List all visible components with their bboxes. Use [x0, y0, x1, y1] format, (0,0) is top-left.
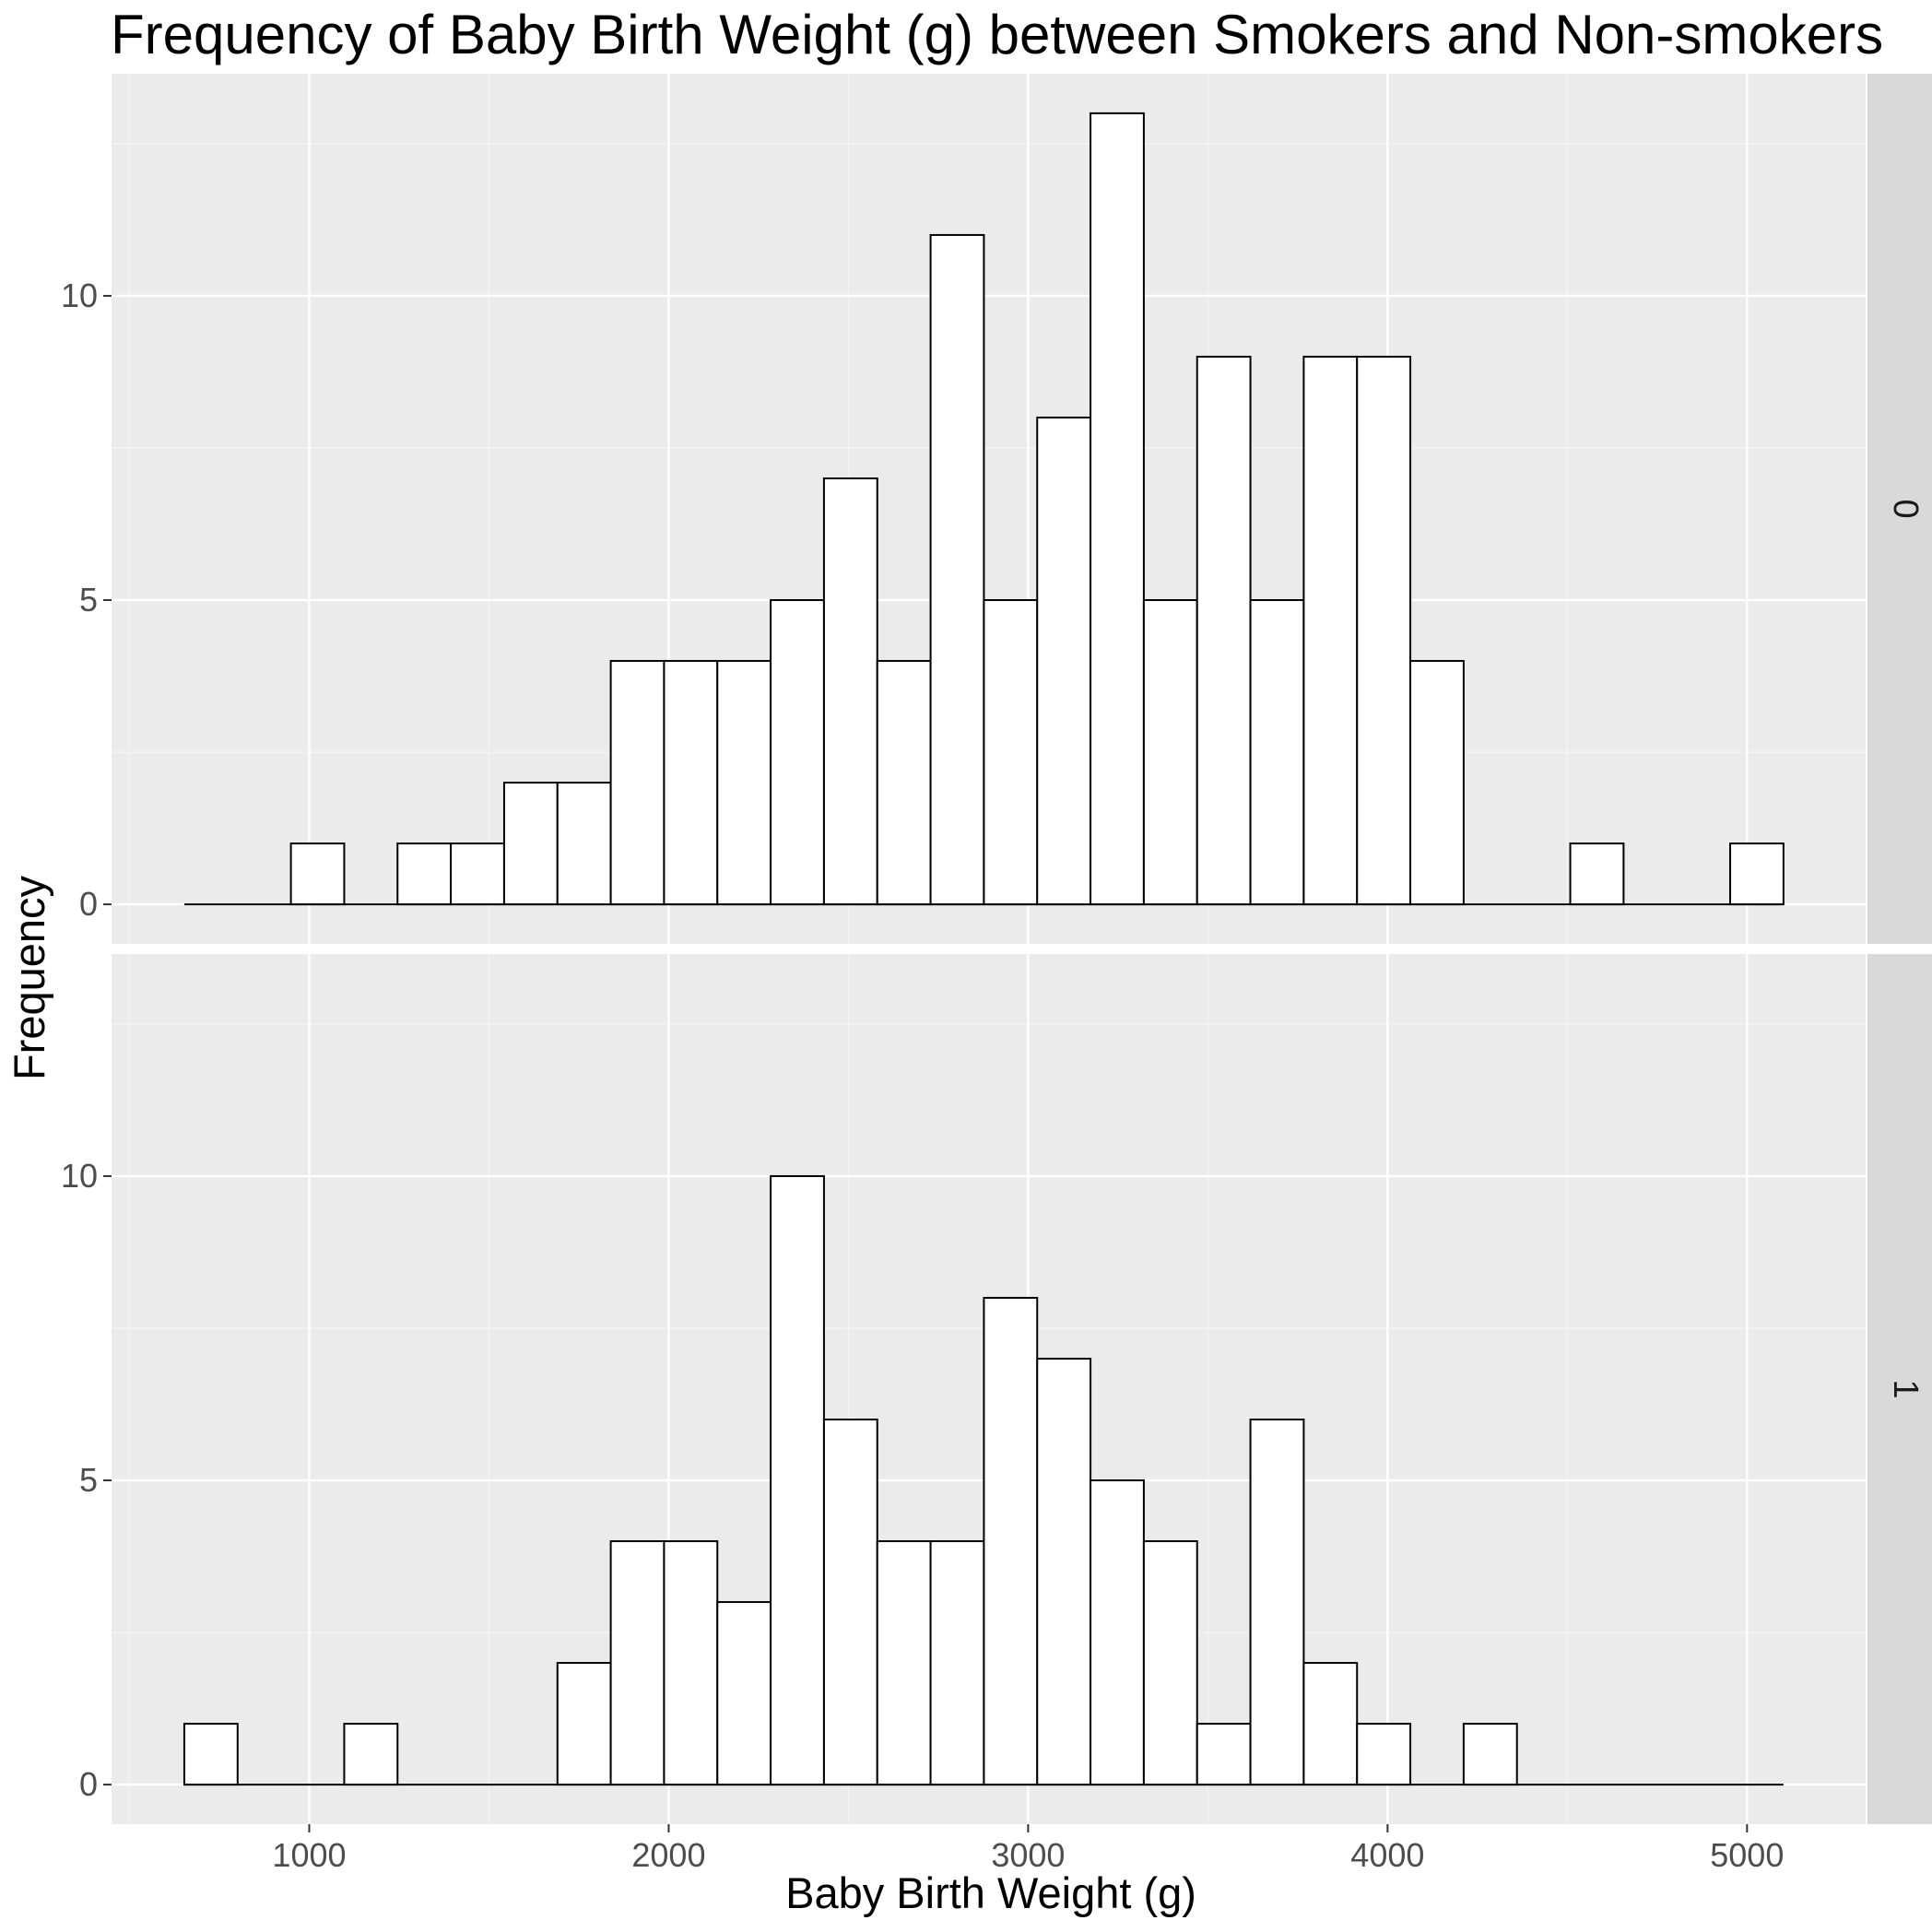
histogram-bar: [1090, 1479, 1145, 1786]
chart-title: Frequency of Baby Birth Weight (g) betwe…: [111, 4, 1883, 65]
facet-panel-0: 0 5 10 0: [61, 74, 1932, 944]
y-tick-label: 10: [61, 277, 98, 314]
histogram-bar: [770, 1174, 825, 1786]
histogram-bar: [556, 782, 612, 906]
histogram-bar: [502, 782, 559, 906]
histogram-bar: [876, 660, 932, 906]
histogram-bar: [1302, 1662, 1359, 1786]
x-tick-label: 1000: [272, 1836, 346, 1874]
histogram-bar: [396, 842, 453, 906]
histogram-bar: [1302, 355, 1359, 906]
histogram-bar: [929, 1540, 985, 1786]
histogram-bar: [663, 660, 719, 906]
x-tick-label: 4000: [1350, 1836, 1424, 1874]
y-tick-label: 0: [79, 1765, 98, 1803]
histogram-bar: [289, 842, 346, 906]
histogram-bar: [450, 842, 505, 906]
histogram-bar: [1569, 842, 1625, 906]
x-axis-title: Baby Birth Weight (g): [785, 1868, 1196, 1917]
facet-panel-1: 0 5 10 1: [61, 954, 1932, 1824]
x-tick-label: 5000: [1710, 1836, 1784, 1874]
histogram-bar: [1356, 1723, 1412, 1786]
histogram-bar: [1249, 599, 1305, 906]
y-tick-label: 0: [79, 885, 98, 923]
histogram-bar: [770, 599, 825, 906]
histogram-bar: [983, 1296, 1039, 1786]
histogram-bar: [716, 1601, 772, 1786]
histogram-bar: [1249, 1419, 1305, 1786]
histogram-bar: [822, 1419, 878, 1786]
y-tick-label: 5: [79, 1461, 98, 1499]
histogram-bar: [343, 1723, 399, 1786]
histogram-bar: [876, 1540, 932, 1786]
y-tick-label: 5: [79, 581, 98, 618]
histogram-bar: [1142, 1540, 1198, 1786]
histogram-bar: [556, 1662, 612, 1786]
histogram-bar: [1090, 112, 1145, 906]
y-axis-title: Frequency: [5, 875, 53, 1080]
histogram-bar: [1196, 1723, 1252, 1786]
histogram-bar: [1036, 416, 1092, 906]
facet-strip-label: 0: [1886, 499, 1925, 518]
histogram-bar: [1356, 355, 1412, 906]
histogram-bar: [183, 1723, 239, 1786]
y-tick-label: 10: [61, 1157, 98, 1195]
histogram-bar: [929, 233, 985, 906]
facet-strip: [1867, 74, 1932, 944]
histogram-bar: [663, 1540, 719, 1786]
histogram-bar: [609, 1540, 666, 1786]
histogram-bar: [1409, 660, 1465, 906]
histogram-bar: [716, 660, 772, 906]
facet-strip: [1867, 954, 1932, 1824]
histogram-bar: [983, 599, 1039, 906]
histogram-bar: [1036, 1357, 1092, 1786]
facet-strip-label: 1: [1886, 1379, 1925, 1398]
histogram-bar: [1462, 1723, 1518, 1786]
x-tick-label: 2000: [631, 1836, 705, 1874]
histogram-bar: [822, 477, 878, 906]
histogram-bar: [1729, 842, 1785, 906]
x-tick-label: 3000: [991, 1836, 1065, 1874]
histogram-bar: [609, 660, 666, 906]
histogram-bar: [1196, 355, 1252, 906]
histogram-bar: [1142, 599, 1198, 906]
